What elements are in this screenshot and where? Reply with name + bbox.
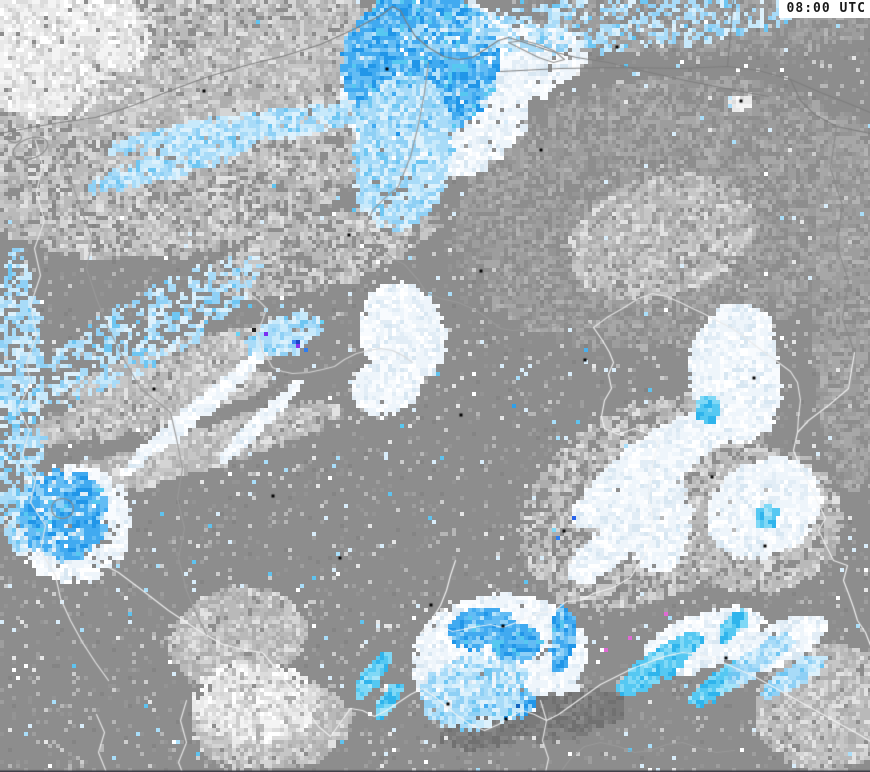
timestamp-label: 08:00 UTC <box>778 0 870 18</box>
